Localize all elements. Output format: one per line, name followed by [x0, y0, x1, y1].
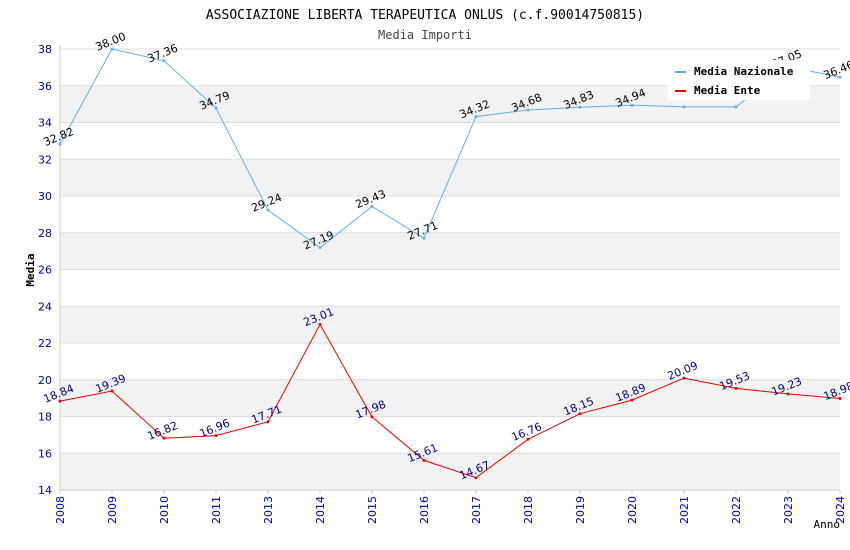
x-tick-label: 2014	[314, 496, 327, 524]
legend: Media Nazionale Media Ente	[668, 60, 810, 100]
x-tick-label: 2018	[522, 496, 535, 524]
data-point	[734, 386, 738, 390]
chart-subtitle: Media Importi	[378, 28, 472, 42]
y-tick-label: 28	[38, 227, 52, 240]
data-point	[474, 115, 478, 119]
data-point	[682, 376, 686, 380]
data-point	[786, 392, 790, 396]
x-tick-label: 2023	[782, 496, 795, 524]
data-point	[214, 434, 218, 438]
legend-label-media-nazionale: Media Nazionale	[694, 65, 794, 78]
legend-label-media-ente: Media Ente	[694, 84, 761, 97]
data-point	[318, 322, 322, 326]
y-tick-label: 38	[38, 43, 52, 56]
chart-title: ASSOCIAZIONE LIBERTA TERAPEUTICA ONLUS (…	[206, 8, 644, 23]
data-point	[110, 389, 114, 393]
grid-band	[60, 122, 840, 160]
data-point	[578, 412, 582, 416]
data-point	[110, 47, 114, 51]
x-axis-label: Anno	[814, 518, 841, 531]
x-tick-label: 2010	[158, 496, 171, 524]
x-tick-label: 2024	[834, 496, 847, 524]
x-axis-ticks: 2008 2009 2010 2011 2013 2014 2015 2016 2017 2018…	[54, 490, 847, 524]
data-point	[474, 476, 478, 480]
grid-band	[60, 379, 840, 417]
data-point	[422, 236, 426, 240]
data-point	[162, 436, 166, 440]
background-bands	[60, 49, 840, 490]
data-point	[838, 75, 842, 79]
series-line	[59, 48, 841, 249]
y-tick-label: 30	[38, 190, 52, 203]
x-tick-label: 2009	[106, 496, 119, 524]
x-tick-label: 2021	[678, 496, 691, 524]
data-point	[266, 420, 270, 424]
x-tick-label: 2011	[210, 496, 223, 524]
x-tick-label: 2008	[54, 496, 67, 524]
y-tick-label: 18	[38, 411, 52, 424]
data-point	[162, 59, 166, 63]
y-tick-label: 26	[38, 264, 52, 277]
grid-band	[60, 416, 840, 454]
data-point	[682, 105, 686, 109]
data-point	[526, 437, 530, 441]
x-tick-label: 2022	[730, 496, 743, 524]
data-point	[838, 396, 842, 400]
grid-band	[60, 453, 840, 490]
data-point	[422, 458, 426, 462]
data-point	[578, 105, 582, 109]
data-point	[58, 142, 62, 146]
data-point	[630, 398, 634, 402]
series-line	[59, 323, 841, 479]
y-tick-label: 20	[38, 374, 52, 387]
grid-band	[60, 232, 840, 270]
data-point	[370, 204, 374, 208]
data-point	[526, 108, 530, 112]
x-tick-label: 2016	[418, 496, 431, 524]
y-axis-label: Media	[24, 253, 37, 286]
grid-band	[60, 196, 840, 233]
data-point	[734, 105, 738, 109]
y-tick-label: 36	[38, 80, 52, 93]
y-axis-ticks: 14 16 18 20 22 24 26 28 30 32 34 36 38	[38, 43, 52, 497]
legend-box	[668, 60, 810, 100]
grid-band	[60, 269, 840, 307]
x-tick-label: 2013	[262, 496, 275, 524]
y-tick-label: 22	[38, 337, 52, 350]
x-tick-label: 2017	[470, 496, 483, 524]
x-tick-label: 2019	[574, 496, 587, 524]
data-point	[630, 103, 634, 107]
data-point	[266, 208, 270, 212]
x-tick-label: 2020	[626, 496, 639, 524]
y-tick-label: 24	[38, 300, 52, 313]
y-tick-label: 16	[38, 447, 52, 460]
grid-band	[60, 343, 840, 380]
y-tick-label: 32	[38, 153, 52, 166]
y-tick-label: 14	[38, 484, 52, 497]
data-point	[214, 106, 218, 110]
data-point	[58, 399, 62, 403]
grid-band	[60, 306, 840, 343]
data-point	[318, 246, 322, 250]
x-tick-label: 2015	[366, 496, 379, 524]
y-tick-label: 34	[38, 117, 52, 130]
data-point	[370, 415, 374, 419]
